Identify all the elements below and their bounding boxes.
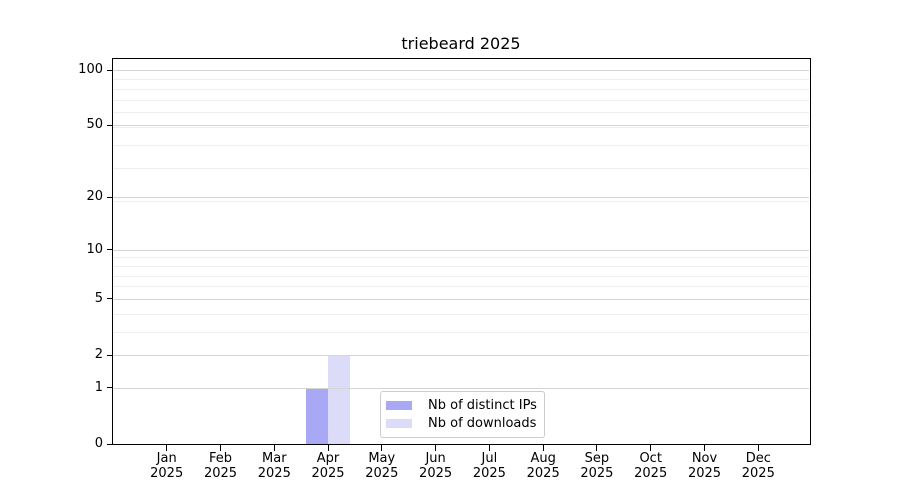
x-tick-label: Oct 2025 xyxy=(621,451,681,481)
y-tick-label: 1 xyxy=(94,379,103,395)
legend-swatch xyxy=(386,419,412,428)
x-tick-label-line: Oct xyxy=(639,451,662,466)
y-gridline-minor xyxy=(113,286,809,288)
y-tick-mark xyxy=(107,196,113,198)
x-tick-label: Jan 2025 xyxy=(137,451,197,481)
y-tick-label: 10 xyxy=(86,241,103,257)
y-gridline-minor xyxy=(113,127,809,128)
x-tick-label-line: Nov xyxy=(691,451,718,466)
legend-row: Nb of downloads xyxy=(381,415,544,431)
x-tick-mark xyxy=(757,445,759,451)
y-tick-label: 100 xyxy=(78,62,103,77)
bar xyxy=(306,387,328,444)
x-tick-label: Mar 2025 xyxy=(244,451,304,481)
y-gridline-minor xyxy=(113,79,809,81)
y-tick-mark xyxy=(107,387,113,389)
y-gridline-minor xyxy=(113,112,809,114)
x-tick-label-line: 2025 xyxy=(634,466,668,481)
y-gridline-minor xyxy=(113,257,809,259)
y-gridline-major xyxy=(113,197,809,199)
x-tick-label-line: Mar xyxy=(262,451,287,466)
x-tick-label-line: Jul xyxy=(481,451,498,466)
x-tick-label-line: Aug xyxy=(530,451,556,466)
x-tick-label-line: 2025 xyxy=(580,466,614,481)
y-gridline-minor xyxy=(113,88,809,90)
x-tick-label: Jul 2025 xyxy=(459,451,519,481)
x-tick-label-line: Jan xyxy=(156,451,177,466)
y-tick-label: 5 xyxy=(94,290,103,306)
x-tick-mark xyxy=(273,445,275,451)
x-tick-label-line: 2025 xyxy=(257,466,291,481)
legend: Nb of distinct IPs Nb of downloads xyxy=(380,391,545,438)
x-tick-label: Nov 2025 xyxy=(675,451,735,481)
x-tick-label-line: 2025 xyxy=(687,466,722,481)
y-gridline-major xyxy=(113,387,809,389)
x-tick-label-line: Apr xyxy=(316,451,340,466)
x-tick-label-line: 2025 xyxy=(741,466,775,481)
x-tick-label-line: 2025 xyxy=(472,466,506,481)
legend-swatch xyxy=(386,401,412,410)
y-gridline-minor xyxy=(113,99,809,101)
x-tick-label: Jun 2025 xyxy=(406,451,466,481)
x-tick-mark xyxy=(220,445,221,451)
y-tick-label: 0 xyxy=(94,436,103,451)
x-tick-mark xyxy=(166,445,168,451)
chart-title: triebeard 2025 xyxy=(401,34,521,53)
x-tick-label-line: May xyxy=(368,451,396,466)
y-tick-label: 50 xyxy=(86,117,103,133)
y-gridline-major xyxy=(113,249,809,251)
y-gridline-major xyxy=(113,70,809,71)
y-tick-mark xyxy=(107,298,113,300)
x-tick-label-line: Sep xyxy=(584,451,610,466)
y-gridline-major xyxy=(113,298,809,300)
bar xyxy=(328,355,350,444)
y-tick-mark xyxy=(107,354,113,356)
x-tick-label-line: 2025 xyxy=(419,466,453,481)
y-gridline-minor xyxy=(113,201,809,203)
legend-label: Nb of downloads xyxy=(428,415,537,431)
x-tick-label: May 2025 xyxy=(352,451,412,481)
x-tick-mark xyxy=(488,445,490,451)
x-tick-label: Apr 2025 xyxy=(298,451,358,481)
x-tick-label: Aug 2025 xyxy=(513,451,573,481)
x-tick-mark xyxy=(704,445,705,451)
y-gridline-major xyxy=(113,355,809,356)
x-tick-label: Sep 2025 xyxy=(567,451,627,481)
legend-row: Nb of distinct IPs xyxy=(381,397,544,413)
x-tick-label-line: Feb xyxy=(208,451,233,466)
x-tick-mark xyxy=(327,445,329,451)
x-tick-label: Feb 2025 xyxy=(191,451,251,481)
legend-label: Nb of distinct IPs xyxy=(428,397,537,413)
x-tick-label-line: Jun xyxy=(425,451,446,466)
y-tick-mark xyxy=(107,69,113,71)
y-tick-mark xyxy=(107,249,113,251)
y-tick-label: 20 xyxy=(86,189,103,205)
x-tick-label-line: 2025 xyxy=(526,466,560,481)
y-tick-label: 2 xyxy=(94,347,103,362)
y-gridline-minor xyxy=(113,168,809,170)
y-gridline-minor xyxy=(113,331,809,333)
x-tick-mark xyxy=(596,445,598,451)
y-gridline-minor xyxy=(113,265,809,267)
x-tick-mark xyxy=(542,445,544,451)
y-gridline-major xyxy=(113,125,809,127)
x-tick-label: Dec 2025 xyxy=(728,451,788,481)
x-tick-label-line: 2025 xyxy=(150,466,184,481)
y-gridline-minor xyxy=(113,145,809,147)
x-tick-mark xyxy=(650,445,652,451)
x-tick-label-line: 2025 xyxy=(365,466,399,481)
x-tick-mark xyxy=(381,445,383,451)
y-gridline-minor xyxy=(113,275,809,277)
y-tick-mark xyxy=(107,124,113,126)
x-tick-label-line: 2025 xyxy=(311,466,345,481)
y-gridline-minor xyxy=(113,313,809,315)
x-tick-label-line: 2025 xyxy=(203,466,238,481)
y-tick-mark xyxy=(107,443,113,445)
x-tick-label-line: Dec xyxy=(745,451,771,466)
x-tick-mark xyxy=(435,445,437,451)
